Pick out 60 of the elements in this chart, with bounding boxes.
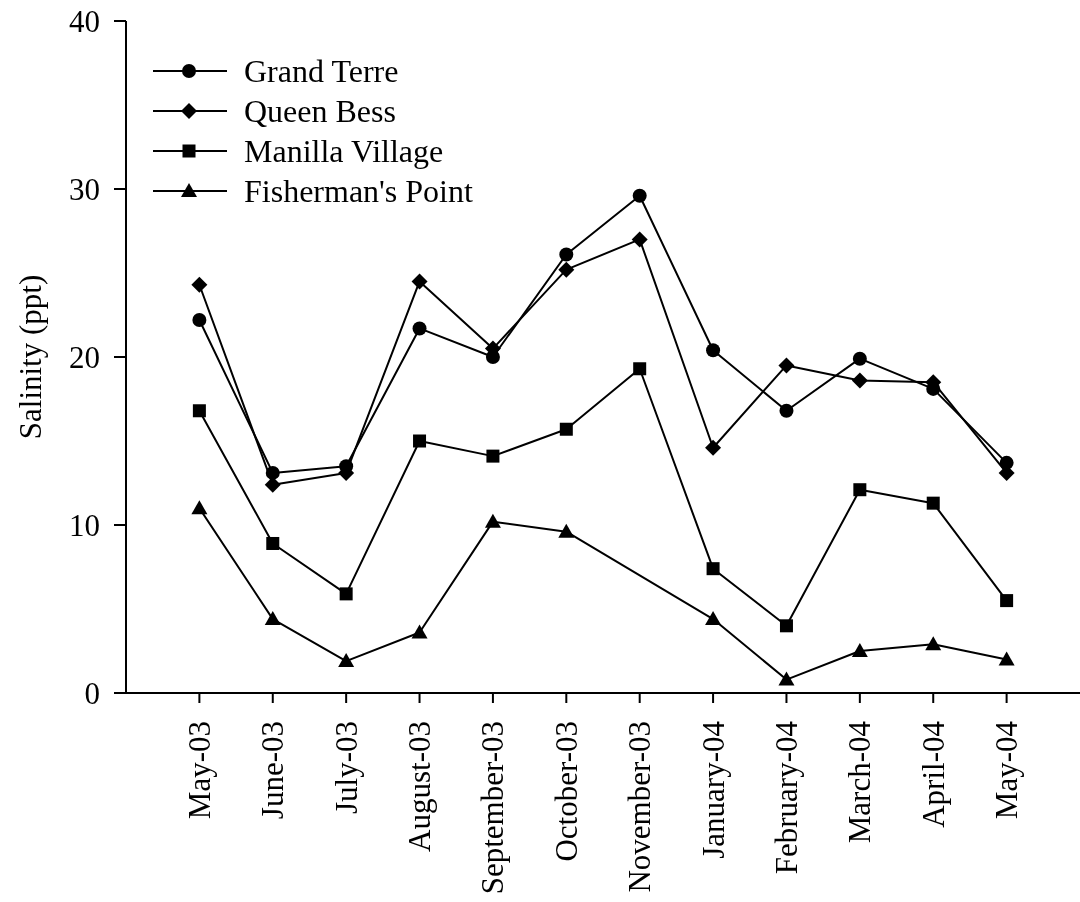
point: [192, 313, 207, 328]
legend-label: Grand Terre: [244, 52, 399, 91]
point: [706, 562, 720, 576]
point: [998, 651, 1015, 666]
point: [631, 231, 648, 248]
point: [706, 343, 721, 358]
point: [632, 188, 647, 203]
point: [486, 449, 500, 463]
point: [778, 357, 795, 374]
point: [778, 671, 795, 686]
point: [705, 439, 722, 456]
legend-label: Queen Bess: [244, 92, 396, 131]
point: [265, 465, 280, 480]
point: [705, 611, 722, 626]
point: [411, 624, 428, 639]
x-tick-label: July-03: [328, 721, 364, 814]
x-tick-label: September-03: [475, 721, 511, 895]
point: [484, 513, 501, 528]
y-tick-label: 40: [69, 3, 100, 39]
legend-label: Manilla Village: [244, 132, 444, 171]
x-tick-label: March-04: [842, 720, 878, 844]
point: [779, 619, 793, 633]
point: [633, 362, 647, 376]
point: [412, 321, 427, 336]
x-tick-label: February-04: [768, 720, 804, 875]
point: [851, 643, 868, 657]
point: [264, 611, 281, 626]
point: [339, 587, 353, 601]
point: [192, 404, 206, 418]
point: [411, 273, 428, 290]
y-tick-label: 10: [69, 507, 100, 543]
point: [851, 372, 868, 389]
x-tick-label: May-04: [989, 720, 1025, 820]
x-tick-label: August-03: [402, 721, 438, 852]
point: [559, 247, 574, 262]
point: [266, 536, 280, 550]
point: [191, 276, 208, 293]
point: [558, 523, 575, 538]
point: [338, 653, 355, 668]
point: [559, 422, 573, 436]
point: [558, 261, 575, 278]
point: [413, 434, 427, 448]
x-tick-label: January-04: [695, 720, 731, 859]
x-tick-label: April-04: [915, 720, 951, 828]
point: [925, 636, 942, 651]
y-tick-label: 0: [84, 675, 100, 711]
point: [853, 483, 867, 497]
x-tick-label: October-03: [548, 721, 584, 862]
point: [779, 403, 794, 418]
x-tick-label: June-03: [255, 721, 291, 820]
point: [852, 351, 867, 366]
x-tick-label: November-03: [622, 721, 658, 893]
point: [926, 496, 940, 510]
y-tick-label: 20: [69, 339, 100, 375]
legend-label: Fisherman's Point: [244, 172, 473, 211]
point: [1000, 594, 1014, 608]
point: [191, 500, 208, 515]
y-axis-title: Salinity (ppt): [12, 274, 48, 440]
x-tick-label: May-03: [181, 721, 217, 820]
y-tick-label: 30: [69, 171, 100, 207]
